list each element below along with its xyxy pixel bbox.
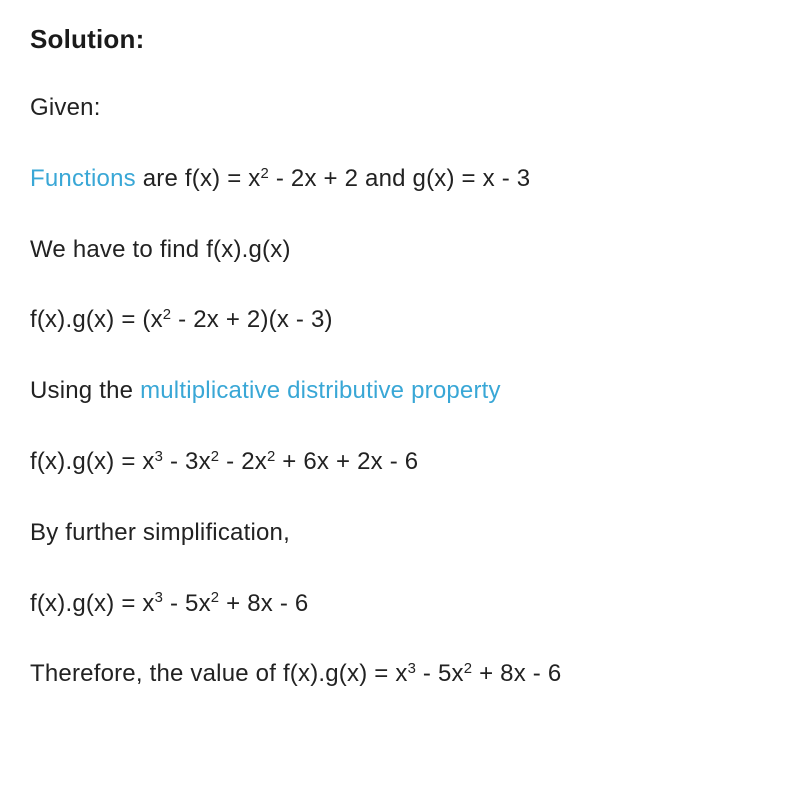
step1-line: f(x).g(x) = (x2 - 2x + 2)(x - 3) xyxy=(30,303,770,338)
step3-s2: 2 xyxy=(211,590,219,606)
functions-line: Functions are f(x) = x2 - 2x + 2 and g(x… xyxy=(30,162,770,197)
final-s3: 3 xyxy=(408,661,416,677)
using-text: Using the xyxy=(30,377,140,404)
final-b: - 5x xyxy=(416,660,464,687)
functions-text-a: are f(x) = x xyxy=(136,165,261,192)
step3-c: + 8x - 6 xyxy=(219,590,308,617)
distributive-link[interactable]: multiplicative distributive property xyxy=(140,377,501,404)
solution-heading: Solution: xyxy=(30,24,770,55)
step1-a: f(x).g(x) = (x xyxy=(30,306,163,333)
functions-link[interactable]: Functions xyxy=(30,165,136,192)
step3-a: f(x).g(x) = x xyxy=(30,590,155,617)
step2-s3: 3 xyxy=(155,449,163,465)
step3-line: f(x).g(x) = x3 - 5x2 + 8x - 6 xyxy=(30,587,770,622)
step2-s2b: 2 xyxy=(267,449,275,465)
final-c: + 8x - 6 xyxy=(472,660,561,687)
step3-s3: 3 xyxy=(155,590,163,606)
given-label: Given: xyxy=(30,91,770,126)
functions-sup: 2 xyxy=(261,166,269,182)
simplify-line: By further simplification, xyxy=(30,516,770,551)
step2-line: f(x).g(x) = x3 - 3x2 - 2x2 + 6x + 2x - 6 xyxy=(30,445,770,480)
solution-container: Solution: Given: Functions are f(x) = x2… xyxy=(0,0,800,728)
step2-s2a: 2 xyxy=(211,449,219,465)
functions-text-b: - 2x + 2 and g(x) = x - 3 xyxy=(269,165,530,192)
using-line: Using the multiplicative distributive pr… xyxy=(30,374,770,409)
final-s2: 2 xyxy=(464,661,472,677)
tofind-line: We have to find f(x).g(x) xyxy=(30,233,770,268)
final-a: Therefore, the value of f(x).g(x) = x xyxy=(30,660,408,687)
step1-b: - 2x + 2)(x - 3) xyxy=(171,306,332,333)
final-line: Therefore, the value of f(x).g(x) = x3 -… xyxy=(30,657,770,692)
step2-a: f(x).g(x) = x xyxy=(30,448,155,475)
step2-d: + 6x + 2x - 6 xyxy=(275,448,418,475)
step2-c: - 2x xyxy=(219,448,267,475)
step1-sup: 2 xyxy=(163,307,171,323)
step3-b: - 5x xyxy=(163,590,211,617)
step2-b: - 3x xyxy=(163,448,211,475)
